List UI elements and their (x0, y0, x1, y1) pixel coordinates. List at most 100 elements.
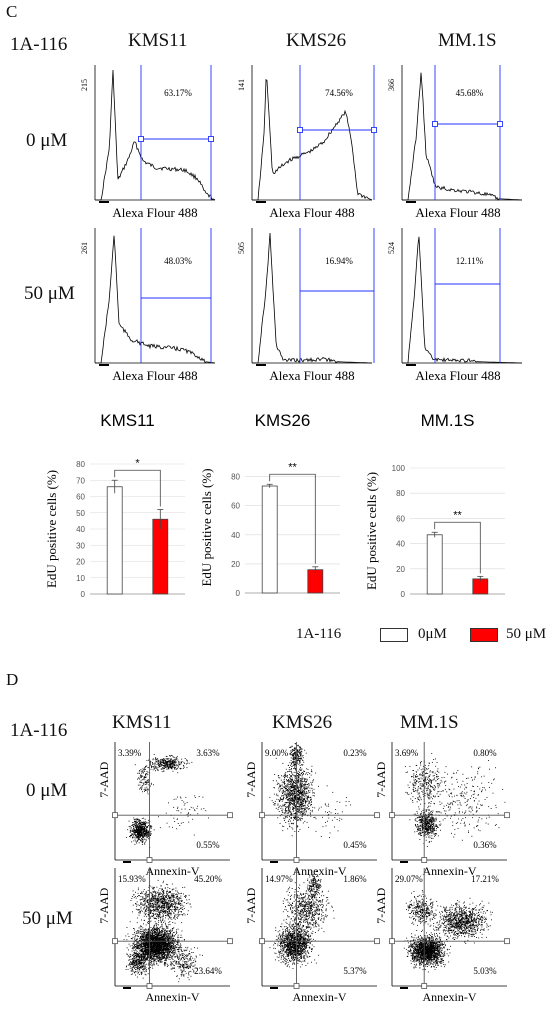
quadrant-label-ul: 3.39% (118, 748, 142, 758)
panel-d-row-label: 0 μM (26, 780, 67, 802)
hist-curve (95, 236, 215, 363)
panel-d-col-header: MM.1S (400, 712, 459, 734)
hist-curve (95, 70, 215, 200)
hist-axis-marker (406, 201, 416, 203)
panel-d-row-label: 50 μM (22, 908, 73, 930)
panel-c-col-header: MM.1S (438, 30, 497, 52)
quadrant-handle (422, 984, 427, 989)
quadrant-handle (390, 939, 395, 944)
bar-chart-ylabel: EdU positive cells (%) (199, 468, 214, 586)
dot-axis-marker (400, 987, 408, 989)
quadrant-handle (228, 939, 233, 944)
quadrant-label-ur: 0.80% (473, 748, 497, 758)
bar-y-tick-label: 0 (81, 590, 86, 599)
quadrant-handle (375, 939, 380, 944)
hist-gate-handle (372, 128, 377, 133)
quadrant-label-lr: 0.55% (196, 840, 220, 850)
hist-axis-marker (99, 364, 109, 366)
legend-swatch-0um (380, 628, 408, 642)
dot-y-label: 7-AAD (244, 887, 258, 923)
dot-x-label: Annexin-V (146, 990, 200, 1004)
hist-ymax-label: 261 (80, 242, 89, 254)
hist-percent-label: 74.56% (325, 88, 353, 98)
quadrant-label-ul: 29.07% (395, 874, 423, 884)
dot-cloud (126, 754, 209, 848)
dot-cloud (270, 871, 335, 969)
dot-y-label: 7-AAD (97, 887, 111, 923)
bar-y-tick-label: 10 (76, 574, 85, 583)
quadrant-handle (294, 984, 299, 989)
quadrant-label-ur: 1.86% (343, 874, 367, 884)
bar-y-tick-label: 20 (76, 558, 85, 567)
panel-c-letter: C (6, 2, 17, 22)
dot-x-label: Annexin-V (423, 990, 477, 1004)
bar-y-tick-label: 80 (396, 489, 405, 498)
hist-curve (252, 80, 372, 200)
panel-d-treatment-label: 1A-116 (10, 720, 67, 742)
significance-marker: * (135, 457, 140, 469)
dot-y-label: 7-AAD (97, 761, 111, 797)
bar-y-tick-label: 60 (396, 514, 405, 523)
dot-y-label: 7-AAD (374, 761, 388, 797)
bar-y-tick-label: 20 (396, 565, 405, 574)
quadrant-label-ur: 3.63% (196, 748, 220, 758)
hist-axis-marker (406, 364, 416, 366)
legend-label-50um: 50 μM (506, 626, 546, 643)
hist-ymax-label: 524 (387, 242, 396, 254)
hist-ymax-label: 505 (237, 242, 246, 254)
hist-x-label: Alexa Flour 488 (269, 205, 354, 220)
dot-axis-marker (123, 861, 131, 863)
quadrant-label-lr: 0.36% (473, 840, 497, 850)
dot-axis-marker (270, 861, 278, 863)
bar-y-tick-label: 80 (76, 460, 85, 469)
bar (427, 535, 442, 594)
bar (308, 570, 323, 593)
dot-cloud (124, 880, 203, 982)
dot-axis-marker (270, 987, 278, 989)
hist-x-label: Alexa Flour 488 (269, 368, 354, 383)
hist-percent-label: 12.11% (456, 256, 484, 266)
bar-y-tick-label: 20 (231, 560, 240, 569)
hist-axis-marker (256, 201, 266, 203)
quadrant-handle (505, 813, 510, 818)
annexin-dotplot: 14.97%1.86%5.37%Annexin-V7-AAD (262, 868, 387, 1016)
legend-label-0um: 0μM (418, 626, 447, 643)
dot-y-label: 7-AAD (244, 761, 258, 797)
bar-y-tick-label: 0 (236, 589, 241, 598)
hist-axis-marker (256, 364, 266, 366)
hist-gate-handle (498, 122, 503, 127)
legend-treatment-label: 1A-116 (296, 626, 341, 643)
panel-d-letter: D (6, 670, 18, 690)
quadrant-handle (147, 984, 152, 989)
bar-y-tick-label: 0 (401, 590, 406, 599)
hist-curve (252, 233, 372, 363)
hist-percent-label: 48.03% (164, 256, 192, 266)
panel-c-treatment-label: 1A-116 (10, 34, 67, 56)
legend-swatch-50um (470, 628, 498, 642)
quadrant-handle (505, 939, 510, 944)
quadrant-label-ul: 3.69% (395, 748, 419, 758)
bar (153, 519, 168, 594)
quadrant-label-ul: 9.00% (265, 748, 289, 758)
significance-marker: ** (453, 509, 462, 521)
panel-c-row-label: 0 μM (26, 130, 67, 152)
dot-axis-marker (400, 861, 408, 863)
annexin-dotplot: 15.93%45.20%23.64%Annexin-V7-AAD (115, 868, 240, 1016)
hist-ymax-label: 141 (237, 79, 246, 91)
dot-cloud (405, 753, 506, 847)
panel-c-col-header: KMS11 (128, 30, 187, 52)
bar-y-tick-label: 40 (396, 540, 405, 549)
panel-d-col-header: KMS26 (272, 712, 332, 734)
bar-y-tick-label: 60 (76, 493, 85, 502)
bar-chart-ylabel: EdU positive cells (%) (44, 470, 59, 588)
quadrant-handle (375, 813, 380, 818)
quadrant-handle (422, 858, 427, 863)
